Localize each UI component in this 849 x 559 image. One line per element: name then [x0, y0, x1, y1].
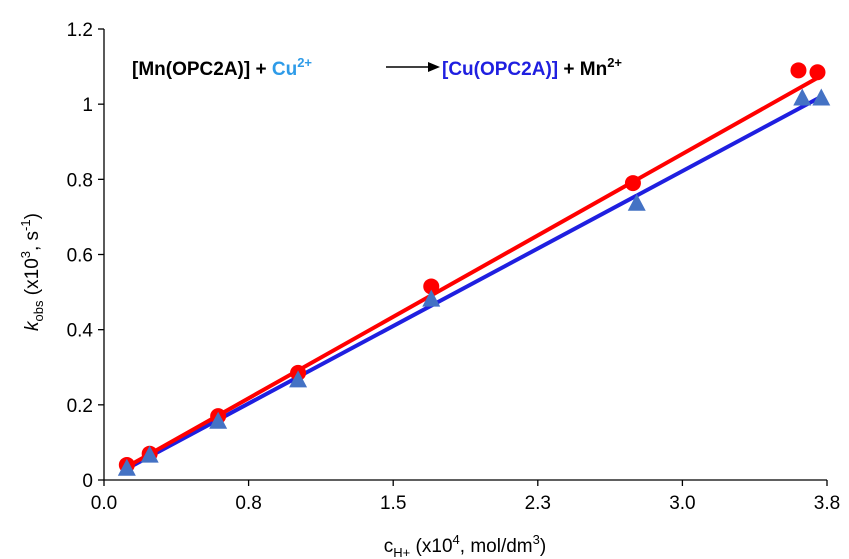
eq-cu: Cu [272, 59, 297, 80]
series-2-point [117, 458, 136, 476]
y-tick-group: 0 0.2 0.4 0.6 0.8 1 1.2 [67, 20, 104, 492]
series-1-point [809, 64, 826, 81]
reaction-arrowhead [428, 62, 440, 72]
y-tick-label: 1 [82, 95, 93, 116]
series-layer [117, 62, 831, 476]
series-2-point [793, 88, 812, 106]
series-2-fit-line [125, 94, 823, 471]
x-tick-label: 0.0 [91, 493, 117, 514]
y-axis-title: kobs (x103, s-1) [18, 213, 46, 331]
x-axis-title: cH+ (x104, mol/dm3) [384, 532, 546, 559]
eq-cu-charge: 2+ [297, 55, 312, 70]
eq-reactant: [Mn(OPC2A)] + [132, 59, 272, 80]
series-2-point [627, 193, 646, 211]
y-tick-label: 0.8 [67, 170, 93, 191]
eq-mn: + Mn [558, 59, 607, 80]
x-tick-label: 3.8 [814, 493, 840, 514]
x-tick-group: 0.0 0.8 1.5 2.3 3.0 3.8 [91, 480, 840, 514]
x-tick-label: 1.5 [380, 493, 406, 514]
eq-mn-charge: 2+ [607, 55, 622, 70]
series-1-point [624, 175, 641, 192]
y-tick-label: 0 [82, 471, 93, 492]
x-tick-label: 0.8 [235, 493, 261, 514]
reaction-equation: [Mn(OPC2A)] + Cu2+ [132, 55, 312, 80]
series-2-point [140, 445, 159, 463]
series-1-point [423, 278, 440, 295]
y-tick-label: 0.4 [67, 321, 94, 342]
series-2-point [812, 88, 831, 106]
y-tick-label: 0.6 [67, 246, 93, 267]
series-2-point [289, 370, 308, 388]
x-tick-label: 2.3 [525, 493, 551, 514]
series-2-point [209, 411, 228, 429]
series-1-point [790, 62, 807, 79]
x-tick-label: 3.0 [669, 493, 695, 514]
eq-product-complex: [Cu(OPC2A)] [442, 59, 558, 80]
series-1-fit-line [125, 76, 819, 469]
series-2-point [422, 289, 441, 307]
reaction-products: [Cu(OPC2A)] + Mn2+ [442, 55, 622, 80]
y-tick-label: 0.2 [67, 396, 93, 417]
y-tick-label: 1.2 [67, 20, 93, 41]
